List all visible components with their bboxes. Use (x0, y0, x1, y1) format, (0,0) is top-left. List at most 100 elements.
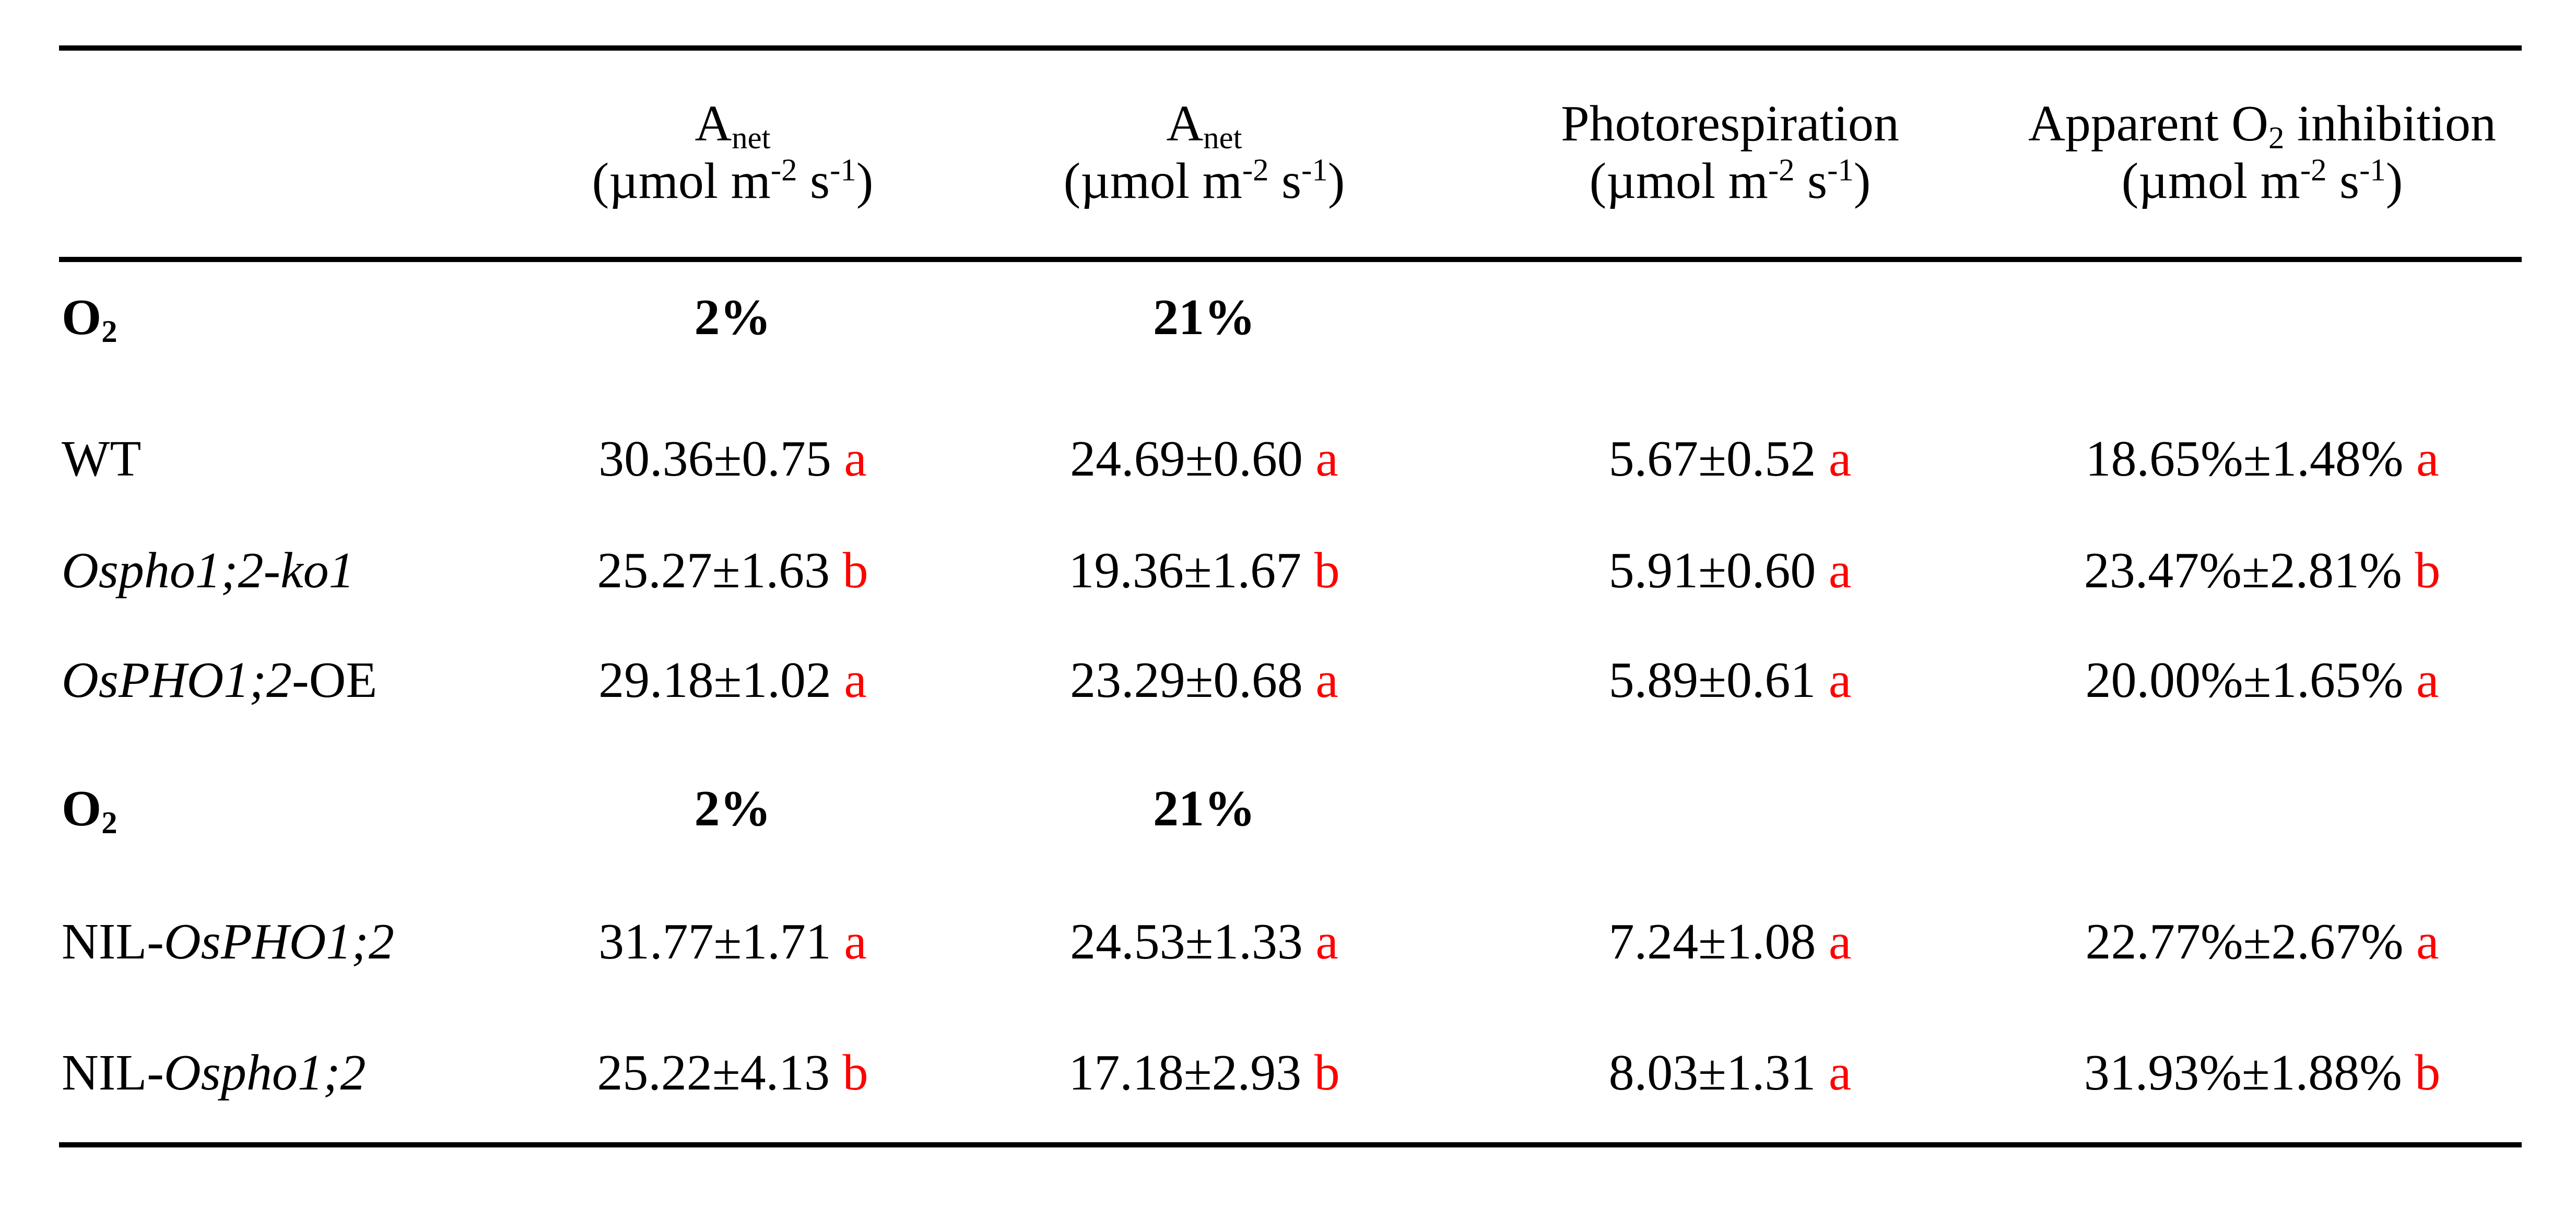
table-cell: 24.53±1.33 a (1070, 916, 1338, 967)
unit-superscript: -2 (1768, 152, 1795, 188)
cell-value: 5.67±0.52 (1608, 431, 1816, 487)
cell-value: 24.53±1.33 (1070, 914, 1303, 970)
significance-letter: b (1314, 542, 1340, 599)
unit-text: s (1268, 153, 1302, 209)
table-cell: 22.77%±2.67% a (2085, 916, 2439, 967)
significance-letter: a (1315, 914, 1338, 970)
o2-level: 2% (694, 780, 771, 837)
unit-superscript: -2 (770, 152, 797, 188)
column-title-text: A (1166, 96, 1204, 152)
cell-value: 8.03±1.31 (1608, 1045, 1816, 1101)
column-unit: (µmol m-2 s-1) (1063, 152, 1345, 209)
top-rule (59, 45, 2522, 51)
significance-letter: a (1828, 914, 1852, 970)
row-label-text: WT (62, 431, 142, 487)
row-label: WT (62, 433, 141, 484)
table-cell: 5.67±0.52 a (1609, 433, 1852, 484)
unit-text: s (797, 153, 830, 209)
cell-value: 25.27±1.63 (597, 542, 830, 599)
cell-value: 17.18±2.93 (1068, 1045, 1302, 1101)
column-unit: (µmol m-2 s-1) (592, 152, 874, 209)
unit-superscript: -1 (1827, 152, 1854, 188)
cell-value: 19.36±1.67 (1068, 542, 1302, 599)
row-label-italic: Ospho1;2 (163, 1045, 366, 1101)
header-rule (59, 257, 2522, 262)
unit-superscript: -1 (830, 152, 856, 188)
significance-letter: a (1828, 1045, 1852, 1101)
row-label-italic: OsPHO1;2 (62, 652, 292, 708)
significance-letter: b (2415, 1045, 2441, 1101)
cell-value: 23.29±0.68 (1070, 652, 1303, 708)
row-label: NIL-Ospho1;2 (62, 1047, 366, 1098)
unit-superscript: -2 (1242, 152, 1269, 188)
column-title-text: Apparent O (2028, 96, 2268, 152)
cell-value: 25.22±4.13 (597, 1045, 830, 1101)
table-cell: 19.36±1.67 b (1068, 545, 1339, 596)
significance-letter: a (1828, 652, 1852, 708)
table-cell: 18.65%±1.48% a (2085, 433, 2439, 484)
row-label-text: NIL- (62, 914, 164, 970)
table-cell: 17.18±2.93 b (1068, 1047, 1339, 1098)
cell-value: 22.77%±2.67% (2085, 914, 2404, 970)
table-cell: 7.24±1.08 a (1609, 916, 1852, 967)
unit-text: ) (1327, 153, 1345, 209)
table-cell: 24.69±0.60 a (1070, 433, 1338, 484)
table-cell: 31.93%±1.88% b (2084, 1047, 2441, 1098)
row-label: OsPHO1;2-OE (62, 655, 377, 706)
row-label-italic: OsPHO1;2 (163, 914, 394, 970)
cell-value: 23.47%±2.81% (2084, 542, 2402, 599)
o2-level: 2% (694, 289, 771, 346)
significance-letter: a (1315, 652, 1338, 708)
row-label-text: -OE (291, 652, 378, 708)
column-title: Anet (695, 98, 771, 154)
column-title-end: inhibition (2284, 96, 2496, 152)
column-title-subscript: 2 (2268, 121, 2285, 156)
unit-text: s (1794, 153, 1828, 209)
cell-value: 31.77±1.71 (598, 914, 831, 970)
column-title-subscript: net (732, 121, 771, 156)
table-cell: 25.22±4.13 b (597, 1047, 868, 1098)
significance-letter: a (844, 652, 867, 708)
unit-superscript: -2 (2300, 152, 2327, 188)
significance-letter: a (1828, 431, 1852, 487)
table-cell: 20.00%±1.65% a (2085, 655, 2439, 706)
significance-letter: a (844, 431, 867, 487)
column-title: Photorespiration (1561, 98, 1899, 149)
unit-text: (µmol m (592, 153, 771, 209)
unit-text: (µmol m (2121, 153, 2300, 209)
column-title-text: Photorespiration (1561, 96, 1899, 152)
significance-letter: b (2415, 542, 2441, 599)
o2-label-subscript: 2 (101, 806, 117, 841)
o2-label-text: O (62, 289, 102, 346)
cell-value: 20.00%±1.65% (2085, 652, 2404, 708)
cell-value: 29.18±1.02 (598, 652, 831, 708)
significance-letter: b (842, 1045, 868, 1101)
cell-value: 31.93%±1.88% (2084, 1045, 2402, 1101)
table-cell: 29.18±1.02 a (598, 655, 867, 706)
significance-letter: a (1828, 542, 1852, 599)
table-cell: 23.47%±2.81% b (2084, 545, 2441, 596)
table-cell: 5.91±0.60 a (1609, 545, 1852, 596)
column-title-subscript: net (1203, 121, 1242, 156)
unit-superscript: -1 (1301, 152, 1328, 188)
significance-letter: b (1314, 1045, 1340, 1101)
cell-value: 7.24±1.08 (1608, 914, 1816, 970)
cell-value: 5.91±0.60 (1608, 542, 1816, 599)
table-cell: 30.36±0.75 a (598, 433, 867, 484)
unit-text: s (2326, 153, 2360, 209)
cell-value: 30.36±0.75 (598, 431, 831, 487)
column-unit: (µmol m-2 s-1) (2121, 152, 2403, 209)
unit-text: (µmol m (1063, 153, 1242, 209)
column-title: Anet (1166, 96, 1242, 154)
significance-letter: a (2416, 431, 2439, 487)
significance-letter: a (1315, 431, 1338, 487)
o2-level: 21% (1153, 289, 1255, 346)
table-cell: 8.03±1.31 a (1609, 1047, 1852, 1098)
significance-letter: a (2416, 914, 2439, 970)
row-label: Ospho1;2-ko1 (62, 545, 355, 596)
unit-text: ) (1853, 153, 1871, 209)
column-title: Apparent O2 inhibition (2028, 96, 2496, 154)
table-cell: 25.27±1.63 b (597, 545, 868, 596)
table-cell: 23.29±0.68 a (1070, 655, 1338, 706)
column-unit: (µmol m-2 s-1) (1590, 152, 1871, 209)
